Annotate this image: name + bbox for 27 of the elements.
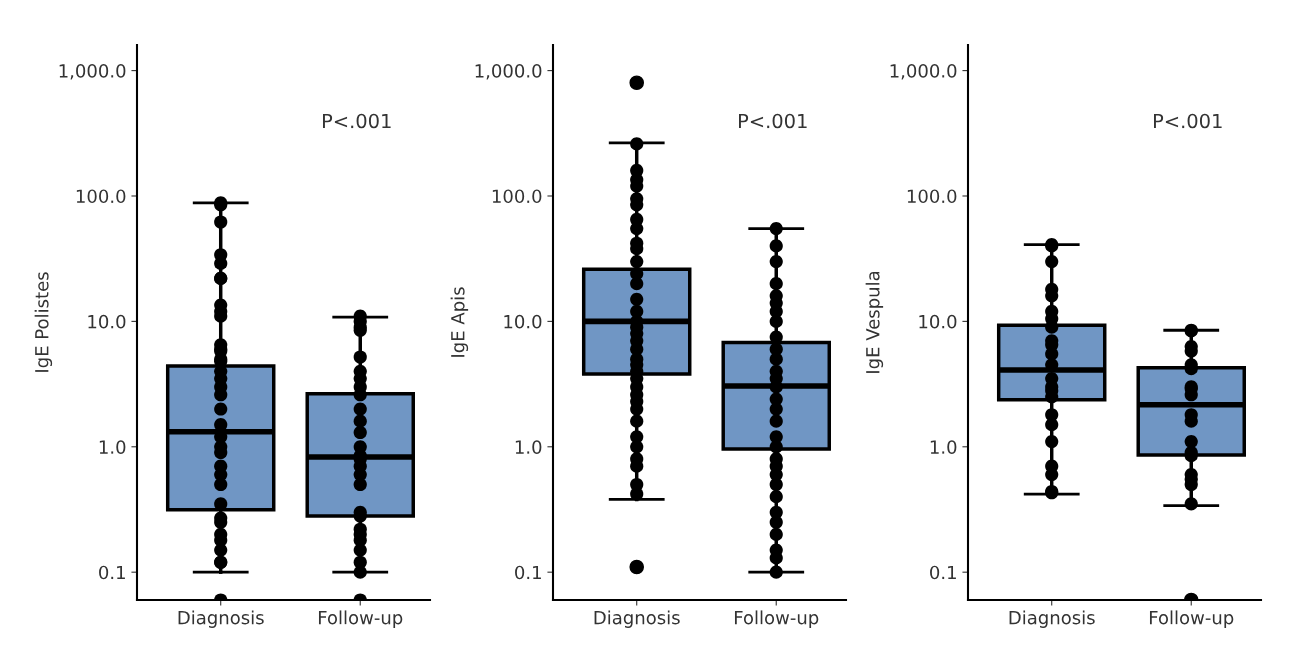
y-tick-label: 1,000.0: [59, 64, 126, 80]
y-tick-label: 100.0: [76, 189, 126, 204]
y-axis-title: IgE Vespula: [865, 271, 884, 373]
y-tick-label: 0.1: [515, 565, 541, 580]
y-tick-label: 1.0: [515, 440, 542, 454]
y-axis-title: IgE Apis: [450, 287, 469, 357]
y-tick-label: 0.1: [930, 565, 956, 580]
x-tick-label: Diagnosis: [178, 610, 264, 628]
y-tick-label: 10.0: [88, 314, 126, 329]
annotation: P<.001: [1154, 113, 1222, 129]
y-tick-label: 1,000.0: [475, 64, 542, 80]
y-tick-label: 1.0: [930, 440, 957, 454]
x-tick-label: Diagnosis: [594, 610, 680, 628]
y-tick-label: 1,000.0: [890, 64, 957, 80]
y-tick-label: 100.0: [907, 189, 957, 204]
x-tick-label: Follow-up: [318, 610, 403, 628]
y-axis-title: IgE Polistes: [34, 272, 53, 372]
y-tick-label: 0.1: [99, 565, 125, 580]
y-tick-label: 10.0: [919, 314, 957, 329]
x-tick-label: Follow-up: [734, 610, 819, 628]
x-tick-label: Diagnosis: [1009, 610, 1095, 628]
y-tick-label: 1.0: [99, 440, 126, 454]
annotation: P<.001: [323, 113, 391, 129]
y-tick-label: 100.0: [492, 189, 542, 204]
annotation: P<.001: [739, 113, 807, 129]
y-tick-label: 10.0: [504, 314, 542, 329]
x-tick-label: Follow-up: [1149, 610, 1234, 628]
